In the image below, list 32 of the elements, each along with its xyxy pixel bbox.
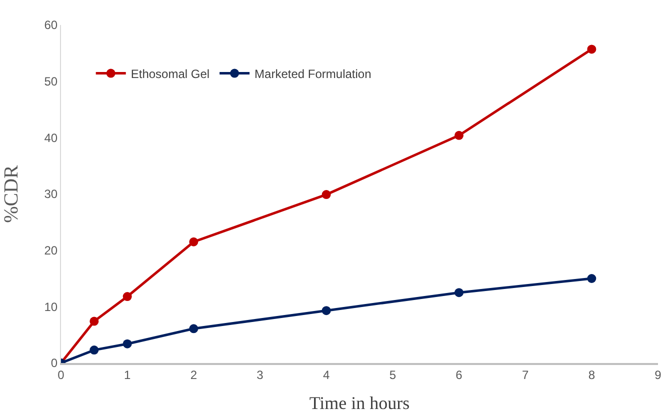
point	[587, 44, 596, 54]
point	[454, 288, 464, 298]
x-tick-label: 6	[456, 368, 463, 382]
point	[322, 190, 331, 200]
x-tick-label: 9	[654, 368, 662, 382]
point	[587, 274, 596, 283]
legend-label: Marketed Formulation	[254, 66, 372, 81]
point	[189, 237, 198, 246]
y-tick-label: 10	[44, 300, 58, 314]
y-tick-label: 40	[44, 130, 58, 145]
x-tick-label: 1	[124, 368, 131, 382]
y-tick-label: 60	[44, 18, 58, 32]
y-axis-title: %CDR	[0, 164, 23, 223]
y-tick-label: 50	[44, 74, 58, 89]
y-tick-label: 0	[50, 356, 58, 370]
point	[189, 324, 198, 334]
point	[122, 292, 132, 302]
legend-label: Ethosomal Gel	[130, 66, 210, 81]
y-tick-label: 30	[44, 187, 58, 202]
x-tick-label: 5	[389, 368, 396, 382]
x-tick-label: 2	[190, 368, 198, 382]
x-axis-title: Time in hours	[309, 392, 410, 413]
x-tick-label: 8	[588, 368, 596, 382]
point	[322, 306, 331, 316]
y-tick-label: 20	[44, 244, 58, 258]
point	[90, 346, 99, 355]
x-tick-label: 4	[322, 368, 330, 382]
x-tick-label: 3	[256, 368, 264, 382]
point	[90, 316, 99, 326]
point	[454, 130, 464, 140]
x-tick-label: 7	[522, 368, 529, 382]
point	[122, 339, 132, 348]
